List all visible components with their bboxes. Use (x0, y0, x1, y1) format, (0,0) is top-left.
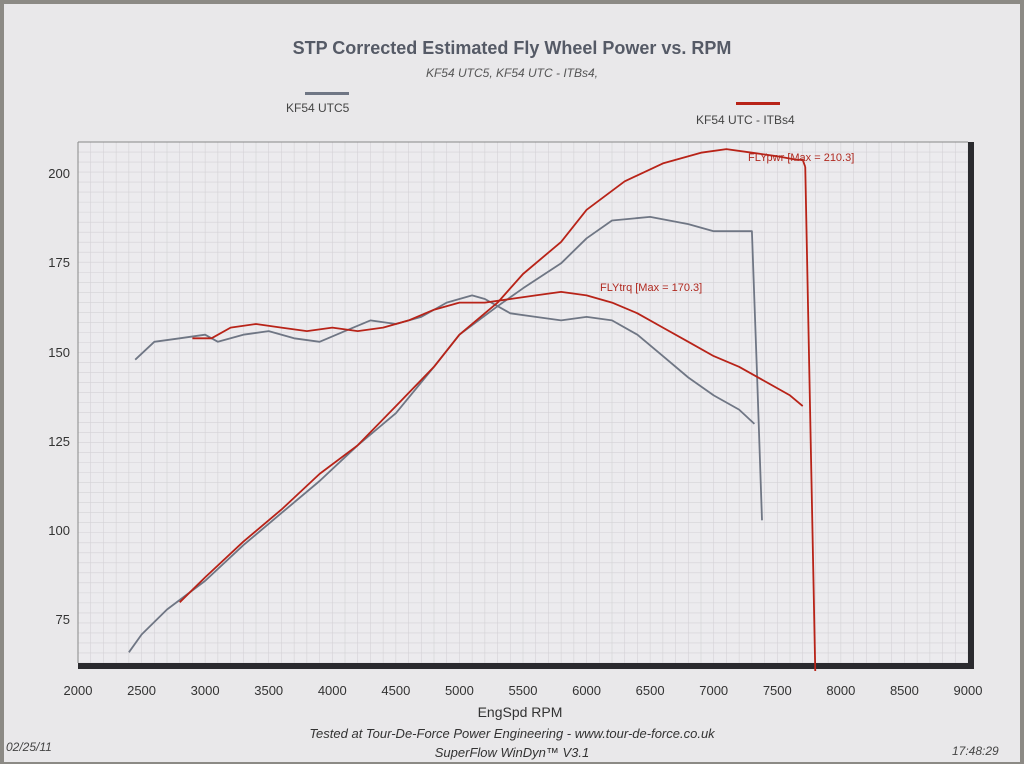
series-line-3-drop (804, 166, 817, 672)
plot-frame-bottom (78, 663, 974, 669)
x-tick-label: 7500 (762, 683, 792, 698)
y-tick-label: 200 (48, 166, 70, 182)
x-tick-label: 2000 (63, 683, 93, 698)
x-tick-label: 5000 (444, 683, 474, 698)
x-tick-label: 7000 (699, 683, 729, 698)
series-line-3 (179, 148, 807, 603)
x-tick-label: 6000 (572, 683, 602, 698)
x-axis-label: EngSpd RPM (477, 704, 563, 720)
plot-frame-right (968, 142, 974, 669)
footer-tested-at: Tested at Tour-De-Force Power Engineerin… (309, 726, 715, 741)
x-tick-label: 6500 (635, 683, 665, 698)
y-tick-label: 100 (48, 522, 70, 538)
footer-software: SuperFlow WinDyn™ V3.1 (434, 745, 590, 760)
legend-label-red: KF54 UTC - ITBs4 (696, 113, 795, 127)
x-tick-label: 8000 (826, 683, 856, 698)
x-tick-label: 4500 (381, 683, 411, 698)
x-tick-label: 4000 (317, 683, 347, 698)
x-tick-label: 8500 (889, 683, 919, 698)
y-tick-label: 75 (55, 612, 70, 628)
footer-date: 02/25/11 (6, 740, 52, 754)
series-line-4 (192, 290, 804, 407)
x-tick-label: 3000 (190, 683, 220, 698)
chart-title: STP Corrected Estimated Fly Wheel Power … (292, 38, 732, 58)
x-tick-label: 5500 (508, 683, 538, 698)
y-tick-label: 150 (48, 344, 70, 360)
y-tick-label: 175 (48, 255, 70, 271)
legend-label-gray: KF54 UTC5 (286, 101, 350, 115)
legend-swatch-gray (305, 92, 349, 95)
chart-subtitle: KF54 UTC5, KF54 UTC - ITBs4, (425, 66, 599, 80)
annotation-flypwr: FLYpwr [Max = 210.3] (748, 152, 855, 164)
y-tick-label: 125 (48, 433, 70, 449)
annotation-flytrq: FLYtrq [Max = 170.3] (600, 282, 703, 294)
x-tick-label: 3500 (254, 683, 284, 698)
series-line-2 (134, 294, 756, 425)
footer-time: 17:48:29 (952, 744, 999, 758)
legend-swatch-red (736, 102, 780, 105)
x-tick-label: 2500 (127, 683, 157, 698)
x-tick-label: 9000 (953, 683, 983, 698)
